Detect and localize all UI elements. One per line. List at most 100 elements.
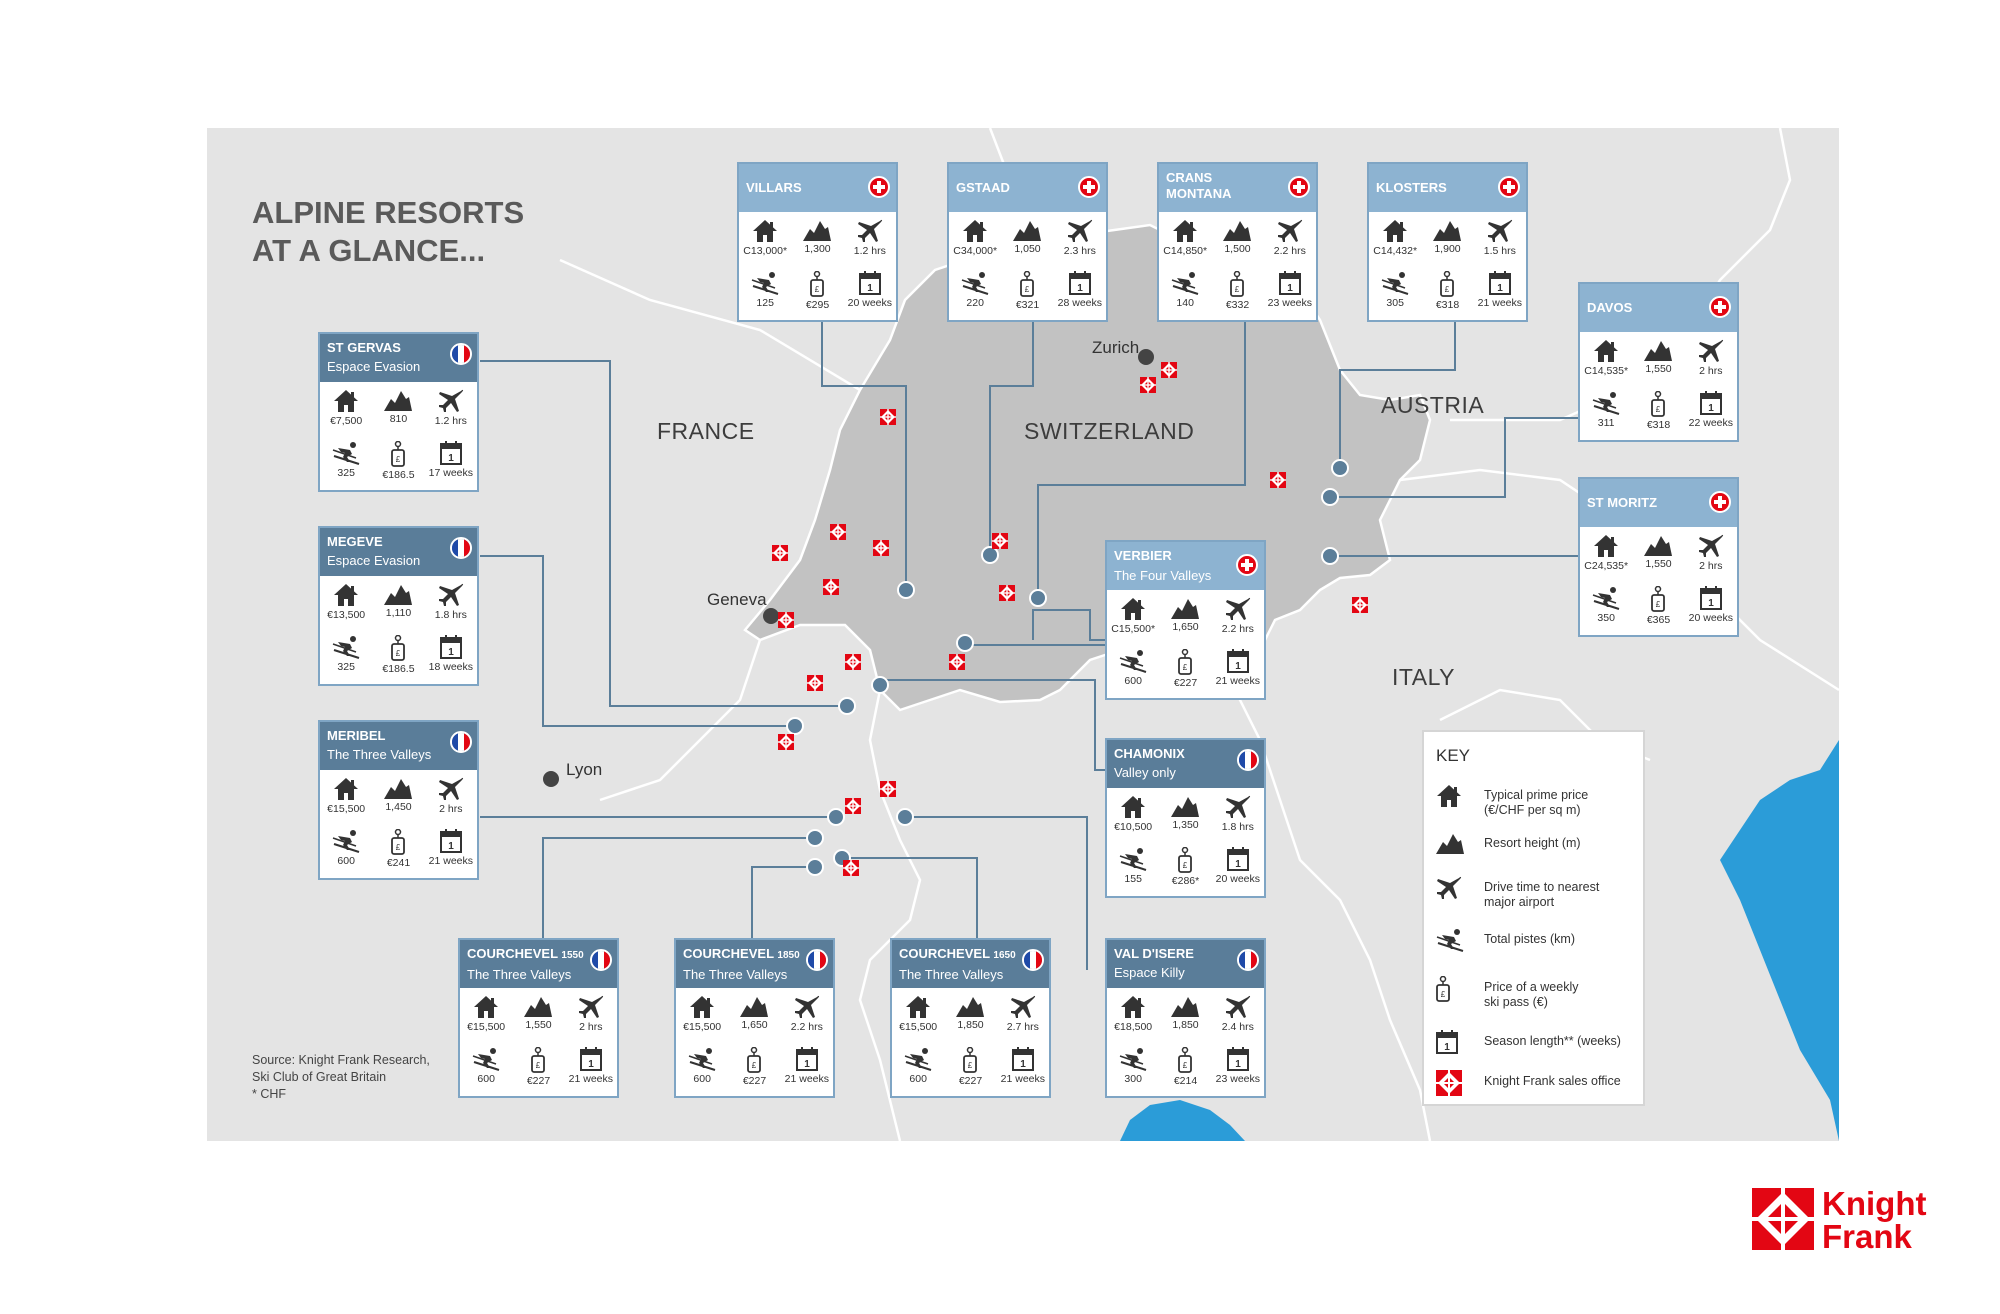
house-icon [1580, 534, 1632, 558]
stat-price-value: C14,535* [1584, 365, 1629, 377]
stat-height-value: 1,900 [1434, 243, 1461, 255]
stat-price: €7,500 [320, 386, 372, 438]
point-courch1550 [806, 829, 824, 847]
svg-text:1: 1 [1444, 1042, 1450, 1053]
stat-season-value: 21 weeks [1477, 297, 1522, 309]
resort-card-chamonix: CHAMONIX Valley only €10,500 1,350 1.8 hrs… [1105, 738, 1266, 898]
plane-icon [1054, 219, 1106, 243]
plane-icon [1264, 219, 1316, 243]
stat-pistes-value: 311 [1597, 417, 1615, 429]
french-flag-icon [1237, 949, 1259, 971]
svg-text:£: £ [1183, 1061, 1188, 1070]
calendar-icon: 1 [565, 1047, 617, 1071]
skier-icon [739, 271, 791, 295]
point-klosters [1331, 459, 1349, 477]
resort-card-megeve: MEGEVE Espace Evasion €13,500 1,110 1.8 hr… [318, 526, 479, 686]
resort-name: COURCHEVEL 1550 [467, 946, 584, 961]
stat-pistes: 600 [320, 826, 372, 878]
stat-pistes: 220 [949, 268, 1001, 320]
resort-altitude: 1550 [561, 950, 584, 961]
stat-drive: 2.7 hrs [997, 992, 1049, 1044]
stat-season-value: 28 weeks [1057, 297, 1102, 309]
calendar-icon: 1 [1685, 391, 1737, 415]
svg-text:1: 1 [1020, 1059, 1026, 1070]
stat-drive-value: 1.2 hrs [853, 245, 886, 257]
stat-pistes-value: 155 [1124, 873, 1142, 885]
point-verbier [956, 634, 974, 652]
swiss-flag-icon [1709, 296, 1731, 318]
resort-area: The Three Valleys [683, 967, 788, 982]
stat-season-value: 21 weeks [784, 1073, 829, 1085]
house-icon [320, 777, 372, 801]
house-icon [320, 389, 372, 413]
key-item-label: Knight Frank sales office [1484, 1074, 1621, 1089]
skier-icon [1107, 847, 1159, 871]
house-icon [892, 995, 944, 1019]
stat-pass: £ €321 [1001, 268, 1053, 320]
stat-height: 1,050 [1001, 216, 1053, 268]
key-item-label: Resort height (m) [1484, 836, 1581, 851]
stat-pistes: 600 [460, 1044, 512, 1096]
stat-price-value: €10,500 [1114, 821, 1153, 833]
mountain-icon [728, 995, 780, 1017]
skier-icon [1159, 271, 1211, 295]
house-icon [676, 995, 728, 1019]
swiss-flag-icon [1078, 176, 1100, 198]
skier-icon [460, 1047, 512, 1071]
skier-icon [892, 1047, 944, 1071]
mountain-icon [1421, 219, 1473, 241]
svg-text:1: 1 [867, 283, 873, 294]
stat-height: 810 [372, 386, 424, 438]
svg-text:1: 1 [588, 1059, 594, 1070]
stat-season: 1 28 weeks [1054, 268, 1106, 320]
ski-pass-icon: £ [1001, 271, 1053, 297]
sea-region-south [1120, 1100, 1245, 1141]
point-zurich [1138, 349, 1154, 365]
stat-drive-value: 2.3 hrs [1063, 245, 1096, 257]
stat-drive-value: 2 hrs [439, 803, 463, 815]
resort-area: Espace Evasion [327, 359, 421, 374]
skier-icon [676, 1047, 728, 1071]
stat-pistes-value: 600 [337, 855, 355, 867]
stat-season: 1 17 weeks [425, 438, 477, 490]
resort-points [786, 459, 1349, 876]
svg-text:£: £ [1445, 285, 1450, 294]
stat-season: 1 21 weeks [781, 1044, 833, 1096]
swiss-flag-icon [1236, 554, 1258, 576]
stat-price: C13,000* [739, 216, 791, 268]
stat-price-value: C34,000* [953, 245, 998, 257]
resort-name: DAVOS [1587, 300, 1633, 315]
stat-pistes: 140 [1159, 268, 1211, 320]
knight-frank-office-icon [1352, 597, 1368, 613]
stat-price: €15,500 [892, 992, 944, 1044]
point-stmoritz [1321, 547, 1339, 565]
svg-text:£: £ [1235, 285, 1240, 294]
resort-name-line-2: MONTANA [1166, 186, 1232, 201]
stat-pistes: 600 [892, 1044, 944, 1096]
svg-text:£: £ [815, 285, 820, 294]
stat-price-value: €7,500 [330, 415, 363, 427]
point-crans [1029, 589, 1047, 607]
stat-pass-value: €318 [1435, 299, 1460, 311]
stat-season: 1 20 weeks [1685, 583, 1737, 635]
stat-price-value: €15,500 [899, 1021, 938, 1033]
stat-pass-value: €227 [1173, 677, 1198, 689]
stat-height-value: 1,450 [385, 801, 412, 813]
stat-drive-value: 2.7 hrs [1006, 1021, 1039, 1033]
stat-height-value: 1,650 [1172, 621, 1199, 633]
resort-area: The Three Valleys [327, 747, 432, 762]
swiss-flag-icon [868, 176, 890, 198]
resort-area: Espace Killy [1114, 965, 1185, 980]
stat-height: 1,650 [728, 992, 780, 1044]
stat-drive-value: 2.2 hrs [1221, 623, 1254, 635]
resort-name: ST MORITZ [1587, 495, 1658, 510]
ski-pass-icon: £ [1159, 847, 1211, 873]
resort-altitude: 1650 [993, 950, 1016, 961]
stat-season-value: 21 weeks [428, 855, 473, 867]
mountain-icon [1159, 597, 1211, 619]
resort-card-stmoritz: ST MORITZ C24,535* 1,550 2 hrs 350 £ €365 1 20 … [1578, 477, 1739, 637]
svg-text:£: £ [536, 1061, 541, 1070]
resort-area: The Three Valleys [899, 967, 1004, 982]
stat-pistes: 325 [320, 438, 372, 490]
stat-pistes: 600 [1107, 646, 1159, 698]
